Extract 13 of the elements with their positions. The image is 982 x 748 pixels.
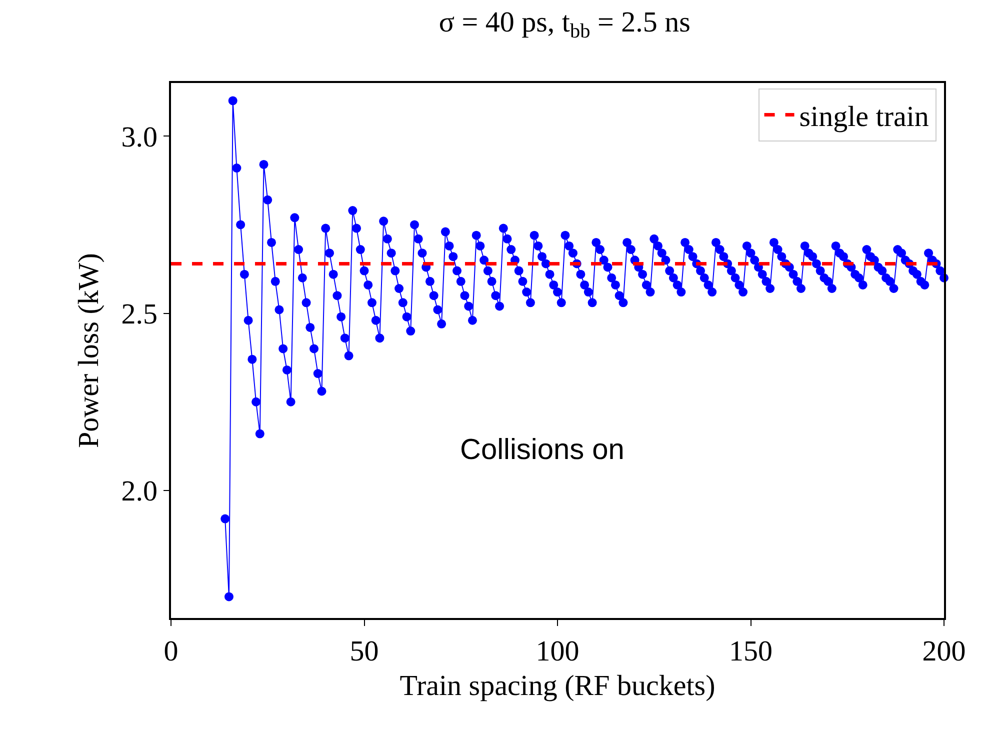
y-tick-label: 2.5 (121, 298, 158, 330)
y-tick-label: 2.0 (121, 476, 158, 508)
y-tick-label: 3.0 (121, 121, 158, 154)
x-axis-title: Train spacing (RF buckets) (400, 670, 716, 702)
x-tick-label: 50 (350, 636, 379, 668)
x-tick-label: 150 (729, 636, 772, 668)
annotation: Collisions on (460, 434, 624, 466)
legend-label: single train (799, 101, 930, 134)
x-tick-label: 200 (922, 636, 966, 668)
y-axis-title: Power loss (kW) (73, 253, 106, 448)
x-tick-label: 100 (536, 636, 580, 668)
x-tick-label: 0 (164, 636, 178, 668)
chart-title: σ = 40 ps, t$_{bb}$ = 2.5 ns (438, 6, 690, 43)
